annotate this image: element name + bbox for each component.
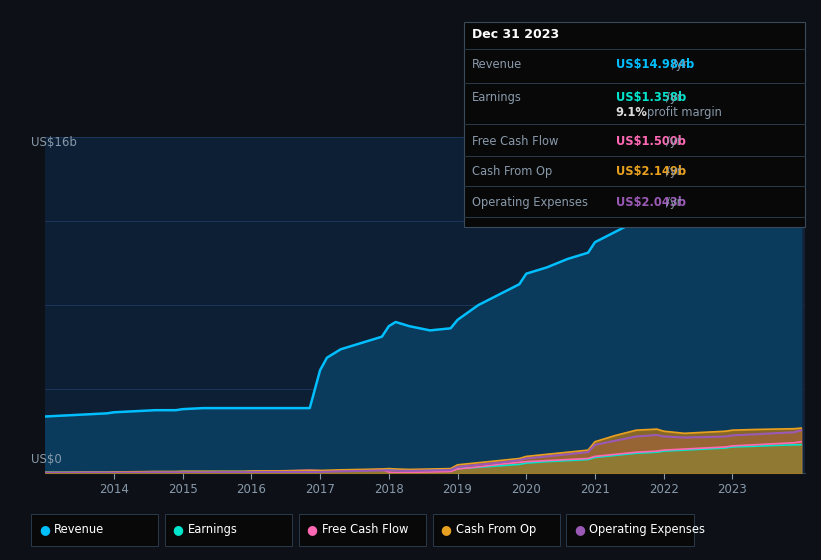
Text: US$2.043b: US$2.043b (616, 196, 686, 209)
Bar (770, 137, 805, 473)
Text: /yr: /yr (666, 134, 681, 148)
Text: US$14.984b: US$14.984b (616, 58, 694, 71)
Text: Earnings: Earnings (188, 522, 238, 536)
Text: US$2.149b: US$2.149b (616, 165, 686, 179)
Text: Cash From Op: Cash From Op (472, 165, 553, 179)
Text: US$1.358b: US$1.358b (616, 91, 686, 105)
Text: Dec 31 2023: Dec 31 2023 (472, 28, 559, 41)
Text: 9.1%: 9.1% (616, 105, 648, 119)
Text: US$16b: US$16b (31, 136, 77, 150)
Text: Earnings: Earnings (472, 91, 522, 105)
Text: US$0: US$0 (31, 452, 62, 466)
Text: ●: ● (306, 522, 318, 536)
Text: /yr: /yr (666, 91, 681, 105)
Text: /yr: /yr (666, 165, 681, 179)
Text: ●: ● (172, 522, 184, 536)
Text: /yr: /yr (666, 196, 681, 209)
Text: /yr: /yr (672, 58, 687, 71)
Text: ●: ● (39, 522, 50, 536)
Text: Free Cash Flow: Free Cash Flow (472, 134, 558, 148)
Text: profit margin: profit margin (647, 105, 722, 119)
Text: Free Cash Flow: Free Cash Flow (322, 522, 408, 536)
Text: ●: ● (574, 522, 585, 536)
Text: Operating Expenses: Operating Expenses (589, 522, 705, 536)
Text: Cash From Op: Cash From Op (456, 522, 536, 536)
Text: US$1.500b: US$1.500b (616, 134, 686, 148)
Text: Revenue: Revenue (54, 522, 104, 536)
Text: Operating Expenses: Operating Expenses (472, 196, 588, 209)
Text: ●: ● (440, 522, 452, 536)
Text: Revenue: Revenue (472, 58, 522, 71)
